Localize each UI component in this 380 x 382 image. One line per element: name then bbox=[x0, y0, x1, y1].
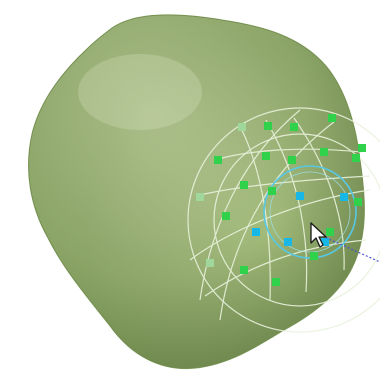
lattice-handle[interactable] bbox=[262, 152, 270, 160]
lattice-handle[interactable] bbox=[354, 198, 362, 206]
lattice-handle[interactable] bbox=[358, 144, 366, 152]
lattice-handle[interactable] bbox=[326, 228, 334, 236]
lattice-handle[interactable] bbox=[328, 114, 336, 122]
lattice-handle-selected[interactable] bbox=[296, 192, 304, 200]
mesh-shading bbox=[28, 14, 365, 369]
lattice-handles[interactable] bbox=[196, 114, 366, 286]
lattice-handle-inactive[interactable] bbox=[206, 259, 214, 267]
lattice-mid-ring bbox=[213, 133, 380, 307]
lattice-handle[interactable] bbox=[222, 212, 230, 220]
arrow-cursor-icon bbox=[310, 222, 327, 248]
lattice-handle-inactive[interactable] bbox=[196, 193, 204, 201]
lattice-handle[interactable] bbox=[310, 252, 318, 260]
lattice-curve bbox=[195, 175, 371, 197]
lattice-handle[interactable] bbox=[320, 148, 328, 156]
lattice-curve bbox=[219, 121, 335, 321]
lattice-curve bbox=[213, 148, 363, 161]
lattice-handle[interactable] bbox=[290, 123, 298, 131]
lattice-handle-selected[interactable] bbox=[284, 238, 292, 246]
lattice-handle-inactive[interactable] bbox=[238, 123, 246, 131]
mesh[interactable] bbox=[28, 14, 365, 370]
lattice-handle-selected[interactable] bbox=[340, 193, 348, 201]
lattice-handle[interactable] bbox=[214, 156, 222, 164]
lattice-handle-selected[interactable] bbox=[252, 228, 260, 236]
lattice-handle[interactable] bbox=[288, 156, 296, 164]
lattice-handle[interactable] bbox=[264, 122, 272, 130]
mesh-highlight bbox=[78, 54, 202, 130]
lattice-outer-ring bbox=[187, 107, 380, 333]
pointer-ray bbox=[321, 235, 380, 263]
lattice-handle[interactable] bbox=[272, 278, 280, 286]
lattice-curve bbox=[199, 109, 301, 301]
lattice-handle[interactable] bbox=[240, 181, 248, 189]
lattice-handle[interactable] bbox=[268, 187, 276, 195]
lattice-curve bbox=[239, 125, 271, 301]
lattice-handle[interactable] bbox=[240, 266, 248, 274]
lattice-handle-selected[interactable] bbox=[321, 238, 329, 246]
lattice-handle[interactable] bbox=[352, 154, 360, 162]
